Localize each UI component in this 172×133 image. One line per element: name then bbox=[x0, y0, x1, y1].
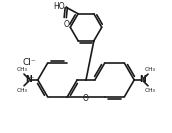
Text: N: N bbox=[140, 75, 146, 84]
Text: +: + bbox=[29, 74, 34, 80]
Text: CH₃: CH₃ bbox=[144, 67, 155, 72]
Text: O: O bbox=[63, 20, 69, 29]
Text: HO: HO bbox=[54, 2, 65, 11]
Text: Cl⁻: Cl⁻ bbox=[22, 58, 36, 67]
Text: O: O bbox=[83, 94, 89, 103]
Text: CH₃: CH₃ bbox=[17, 67, 28, 72]
Text: CH₃: CH₃ bbox=[17, 88, 28, 93]
Text: N: N bbox=[26, 75, 32, 84]
Text: CH₃: CH₃ bbox=[144, 88, 155, 93]
